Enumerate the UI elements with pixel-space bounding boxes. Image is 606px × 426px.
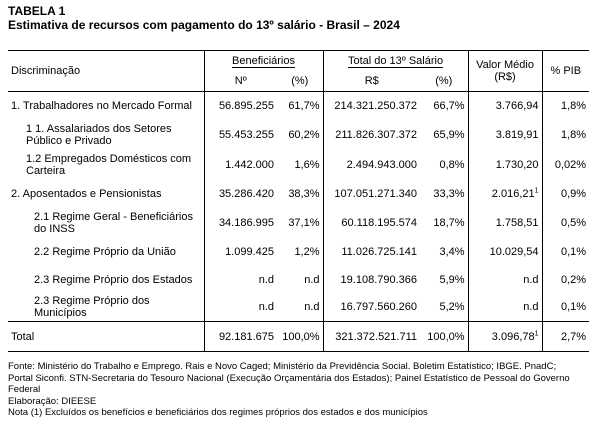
row-label: 1. Trabalhadores no Mercado Formal — [11, 99, 192, 112]
cell-pib: 2,7% — [541, 321, 590, 352]
cell-valor-medio: n.d — [467, 265, 543, 294]
cell-pib: 0,1% — [541, 237, 590, 266]
table-row: 2. Aposentados e Pensionistas 35.286.420… — [8, 179, 590, 208]
table-row: 1.2 Empregados Domésticos com Carteira 1… — [8, 149, 590, 180]
note-line: Portal Siconfi. STN-Secretaria do Tesour… — [8, 372, 570, 384]
cell-valor-medio: 1.730,20 — [467, 149, 543, 180]
cell-pct2: 5,9% — [439, 273, 465, 286]
cell-pct1: 60,2% — [288, 128, 320, 141]
table-row: 1 1. Assalariados dos Setores Público e … — [8, 119, 590, 150]
cell-pct1: 61,7% — [288, 99, 320, 112]
cell-n: 92.181.675 — [203, 321, 277, 352]
row-label: 2.1 Regime Geral - Beneficiários do INSS — [34, 210, 193, 235]
header-rs: R$ — [322, 70, 421, 92]
cell-n: 1.442.000 — [203, 149, 277, 180]
cell-valor-medio: 2.016,211 — [467, 179, 543, 208]
table-row: 2.1 Regime Geral - Beneficiários do INSS… — [8, 207, 590, 238]
cell-n: n.d — [203, 265, 277, 294]
total-label: Total — [11, 330, 35, 343]
note-line: Fonte: Ministério do Trabalho e Emprego.… — [8, 361, 557, 372]
cell-n: n.d — [203, 293, 277, 322]
cell-pct1: n.d — [304, 301, 320, 314]
header-pct1: (%) — [291, 74, 309, 87]
cell-pib: 1,8% — [541, 119, 590, 150]
cell-valor-medio: 10.029,54 — [467, 237, 543, 266]
cell-n: 34.186.995 — [203, 207, 277, 238]
cell-pct2: 3,4% — [439, 245, 465, 258]
header-beneficiarios: Beneficiários — [203, 50, 324, 70]
note-line: Nota (1) Excluídos os benefícios e benef… — [8, 407, 428, 418]
cell-pct1: 1,2% — [294, 245, 320, 258]
cell-pib: 0,9% — [541, 179, 590, 208]
cell-rs: 321.372.521.711 — [322, 321, 421, 352]
cell-pct1: 37,1% — [288, 216, 320, 229]
row-label: 1 1. Assalariados dos Setores Público e … — [26, 122, 172, 147]
header-pib: % PIB — [541, 50, 590, 92]
cell-rs: 2.494.943.000 — [322, 149, 421, 180]
cell-pct1: n.d — [304, 273, 320, 286]
header-total-13: Total do 13º Salário — [322, 50, 469, 70]
table-title: TABELA 1 — [8, 4, 66, 18]
total-row: Total 92.181.675 100,0% 321.372.521.711 … — [8, 321, 590, 352]
cell-rs: 11.026.725.141 — [322, 237, 421, 266]
cell-pct1: 100,0% — [282, 330, 320, 343]
table-row: 2.2 Regime Próprio da União 1.099.425 1,… — [8, 237, 590, 266]
cell-pib: 0,02% — [541, 149, 590, 180]
cell-pct2: 5,2% — [439, 301, 465, 314]
cell-pct1: 38,3% — [288, 187, 320, 200]
cell-pib: 1,8% — [541, 91, 590, 120]
data-table: Discriminação Beneficiários Total do 13º… — [8, 50, 590, 352]
cell-pib: 0,5% — [541, 207, 590, 238]
row-label: 2.2 Regime Próprio da União — [34, 245, 176, 258]
cell-rs: 60.118.195.574 — [322, 207, 421, 238]
row-label: 2.3 Regime Próprio dos Estados — [34, 273, 193, 286]
cell-rs: 19.108.790.366 — [322, 265, 421, 294]
footnote-marker: 1 — [534, 329, 539, 337]
header-discriminacao: Discriminação — [8, 50, 204, 92]
cell-n: 1.099.425 — [203, 237, 277, 266]
cell-rs: 107.051.271.340 — [322, 179, 421, 208]
table-row: 2.3 Regime Próprio dos Municípios n.d n.… — [8, 293, 590, 322]
header-n: Nº — [203, 70, 277, 92]
cell-pct1: 1,6% — [294, 158, 320, 171]
note-line: Elaboração: DIEESE — [8, 395, 97, 407]
cell-pct2: 33,3% — [433, 187, 465, 200]
table-row: 1. Trabalhadores no Mercado Formal 56.89… — [8, 91, 590, 120]
row-label: 2. Aposentados e Pensionistas — [11, 187, 162, 200]
cell-pct2: 0,8% — [439, 158, 465, 171]
header-pct2: (%) — [435, 74, 453, 87]
cell-n: 35.286.420 — [203, 179, 277, 208]
cell-pct2: 100,0% — [427, 330, 465, 343]
cell-valor-medio: 1.758,51 — [467, 207, 543, 238]
cell-n: 55.453.255 — [203, 119, 277, 150]
cell-pct2: 18,7% — [433, 216, 465, 229]
cell-valor-medio: 3.096,781 — [467, 321, 543, 352]
cell-valor-medio: 3.819,91 — [467, 119, 543, 150]
source-notes: Fonte: Ministério do Trabalho e Emprego.… — [8, 361, 600, 419]
cell-pct2: 65,9% — [433, 128, 465, 141]
note-line: Federal — [8, 384, 41, 395]
cell-rs: 211.826.307.372 — [322, 119, 421, 150]
cell-rs: 16.797.560.260 — [322, 293, 421, 322]
cell-n: 56.895.255 — [203, 91, 277, 120]
row-label: 2.3 Regime Próprio dos Municípios — [34, 295, 150, 320]
footnote-marker: 1 — [534, 186, 539, 194]
cell-valor-medio: 3.766,94 — [467, 91, 543, 120]
cell-valor-medio: n.d — [467, 293, 543, 322]
cell-pib: 0,1% — [541, 293, 590, 322]
table-row: 2.3 Regime Próprio dos Estados n.d n.d 1… — [8, 265, 590, 294]
cell-rs: 214.321.250.372 — [322, 91, 421, 120]
header-valor-medio: Valor Médio (R$) — [467, 50, 543, 92]
cell-pib: 0,2% — [541, 265, 590, 294]
cell-pct2: 66,7% — [433, 99, 465, 112]
table-subtitle: Estimativa de recursos com pagamento do … — [8, 18, 400, 32]
row-label: 1.2 Empregados Domésticos com Carteira — [26, 152, 192, 177]
